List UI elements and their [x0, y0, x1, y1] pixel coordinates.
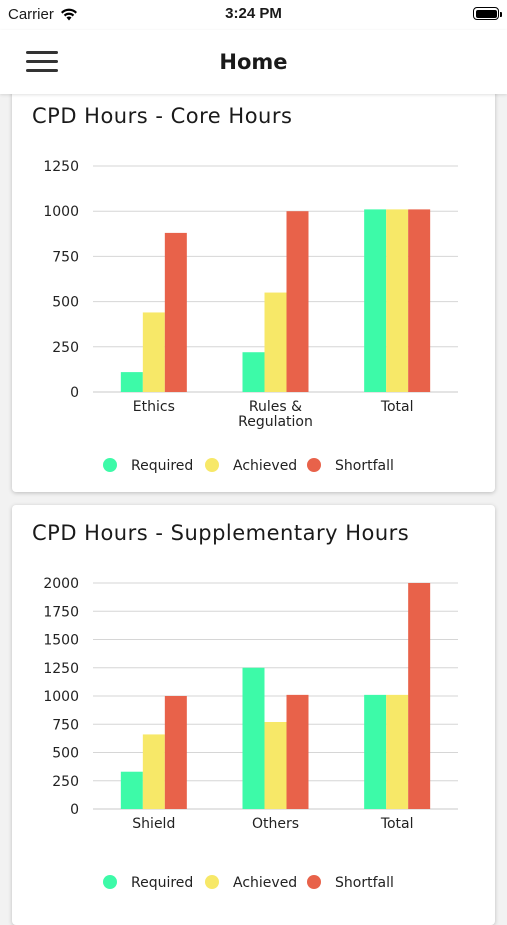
y-tick-label: 750: [52, 249, 79, 265]
legend-label: Shortfall: [335, 875, 394, 891]
legend-dot-icon: [103, 458, 117, 472]
legend-label: Shortfall: [335, 458, 394, 474]
bar-shortfall-0[interactable]: [164, 232, 187, 392]
bar-achieved-2[interactable]: [386, 209, 409, 392]
y-tick-label: 500: [52, 295, 79, 311]
carrier-label: Carrier: [8, 6, 54, 23]
y-tick-label: 1000: [43, 204, 79, 220]
x-category-label: Others: [252, 816, 299, 832]
hamburger-menu-icon[interactable]: [26, 51, 58, 73]
bar-shortfall-1[interactable]: [286, 211, 309, 392]
x-category-label: Ethics: [133, 399, 175, 415]
supplementary-hours-chart: 0 250 500 750 1000 1250 1500 1750 2000 Shield Othe…: [43, 576, 458, 891]
legend-item-shortfall[interactable]: Shortfall: [307, 458, 394, 474]
status-bar: Carrier 3:24 PM: [0, 0, 507, 30]
legend-label: Achieved: [233, 875, 297, 891]
y-tick-label: 750: [52, 717, 79, 733]
bar-achieved-0[interactable]: [142, 734, 165, 809]
legend-item-shortfall[interactable]: Shortfall: [307, 875, 394, 891]
y-tick-label: 1000: [43, 689, 79, 705]
y-tick-label: 250: [52, 774, 79, 790]
x-category-label: Regulation: [238, 414, 313, 430]
y-tick-label: 0: [70, 385, 79, 401]
legend-dot-icon: [205, 875, 219, 889]
bar-shortfall-2[interactable]: [408, 583, 431, 809]
bar-achieved-2[interactable]: [386, 694, 409, 809]
legend-item-achieved[interactable]: Achieved: [205, 458, 297, 474]
y-tick-label: 2000: [43, 576, 79, 592]
page-title: Home: [219, 50, 288, 74]
core-hours-title: CPD Hours - Core Hours: [32, 104, 293, 128]
wifi-icon: [60, 8, 77, 21]
x-category-label: Rules &: [249, 399, 302, 415]
carrier-group: Carrier: [8, 6, 78, 23]
bar-required-1[interactable]: [242, 667, 265, 809]
bar-required-0[interactable]: [120, 372, 143, 392]
status-time: 3:24 PM: [225, 5, 282, 22]
supplementary-hours-title: CPD Hours - Supplementary Hours: [32, 521, 410, 545]
bar-required-0[interactable]: [120, 771, 143, 809]
legend-dot-icon: [307, 458, 321, 472]
y-tick-label: 1250: [43, 661, 79, 677]
battery-icon: [473, 7, 502, 20]
y-tick-label: 250: [52, 340, 79, 356]
core-hours-chart: 0 250 500 750 1000 1250 Ethics Rules &Regulatio…: [43, 159, 458, 474]
y-tick-label: 0: [70, 802, 79, 818]
bar-achieved-1[interactable]: [264, 292, 287, 392]
legend-item-required[interactable]: Required: [103, 875, 193, 891]
y-tick-label: 1500: [43, 633, 79, 649]
legend-item-required[interactable]: Required: [103, 458, 193, 474]
x-category-label: Total: [380, 816, 414, 832]
core-hours-card: CPD Hours - Core Hours 0 250 500 750 1000 125…: [12, 88, 495, 492]
bar-required-2[interactable]: [364, 694, 387, 809]
legend-dot-icon: [205, 458, 219, 472]
legend-label: Required: [131, 458, 193, 474]
legend-dot-icon: [307, 875, 321, 889]
bar-required-2[interactable]: [364, 209, 387, 392]
bar-shortfall-2[interactable]: [408, 209, 431, 392]
nav-bar: Home: [0, 30, 507, 94]
bar-shortfall-0[interactable]: [164, 696, 187, 809]
legend-label: Required: [131, 875, 193, 891]
legend-item-achieved[interactable]: Achieved: [205, 875, 297, 891]
bar-achieved-1[interactable]: [264, 721, 287, 809]
x-category-label: Total: [380, 399, 414, 415]
bar-achieved-0[interactable]: [142, 312, 165, 392]
x-category-label: Shield: [132, 816, 175, 832]
y-tick-label: 500: [52, 746, 79, 762]
legend-dot-icon: [103, 875, 117, 889]
y-tick-label: 1750: [43, 604, 79, 620]
bar-shortfall-1[interactable]: [286, 694, 309, 809]
legend-label: Achieved: [233, 458, 297, 474]
bar-required-1[interactable]: [242, 352, 265, 392]
supplementary-hours-card: CPD Hours - Supplementary Hours 0 250 500 7…: [12, 505, 495, 925]
y-tick-label: 1250: [43, 159, 79, 175]
